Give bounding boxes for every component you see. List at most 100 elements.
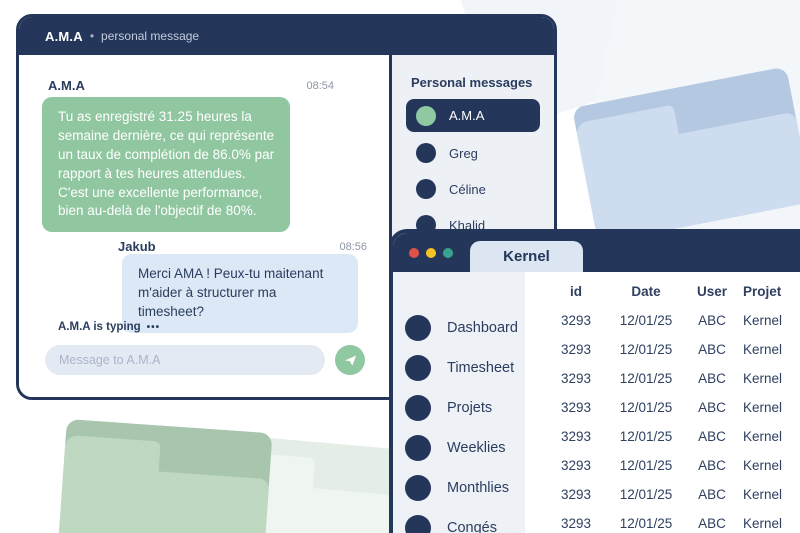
avatar: [416, 105, 436, 126]
cell-date: 12/01/25: [619, 429, 673, 444]
table-row[interactable]: 3293 12/01/25 ABC Kernel: [525, 364, 800, 393]
message-bubble: Merci AMA ! Peux-tu maitenant m'aider à …: [122, 254, 358, 333]
kernel-window: Kernel Dashboard Timesheet Projets Weekl…: [389, 229, 800, 533]
cell-date: 12/01/25: [619, 458, 673, 473]
avatar: [416, 143, 436, 163]
cell-projet: Kernel: [743, 458, 783, 473]
nav-bullet-icon: [405, 315, 431, 341]
cell-user: ABC: [698, 371, 726, 386]
cell-user: ABC: [698, 516, 726, 531]
cell-date: 12/01/25: [619, 487, 673, 502]
message-bubble: Tu as enregistré 31.25 heures la semaine…: [42, 97, 291, 233]
chat-title-separator: •: [89, 29, 95, 43]
conversation-pane: A.M.A 08:54 Tu as enregistré 31.25 heure…: [19, 55, 389, 397]
message-sender: A.M.A: [48, 78, 85, 93]
typing-dots-icon: •••: [146, 321, 161, 333]
sidebar-item-label: Monthlies: [447, 480, 510, 496]
nav-bullet-icon: [405, 395, 431, 421]
contact-name: Khalid: [449, 217, 486, 233]
table-row[interactable]: 3293 12/01/25 ABC Kernel: [525, 509, 800, 533]
nav-bullet-icon: [405, 355, 431, 381]
cell-projet: Kernel: [743, 371, 783, 386]
table-row[interactable]: 3293 12/01/25 ABC Kernel: [525, 480, 800, 509]
chat-window-titlebar[interactable]: A.M.A • personal message: [19, 17, 554, 55]
cell-id: 3293: [560, 313, 592, 328]
tab-kernel[interactable]: Kernel: [470, 241, 583, 272]
contact-name: A.M.A: [449, 108, 485, 123]
chat-title-app: A.M.A: [45, 28, 83, 44]
chat-window: A.M.A • personal message A.M.A 08:54 Tu …: [16, 14, 557, 400]
contact-item-greg[interactable]: Greg: [406, 138, 540, 168]
typing-indicator-text: A.M.A is typing: [58, 321, 141, 333]
cell-date: 12/01/25: [619, 516, 673, 531]
message-input-row: [45, 345, 365, 375]
cell-user: ABC: [698, 400, 726, 415]
table-row[interactable]: 3293 12/01/25 ABC Kernel: [525, 422, 800, 451]
cell-user: ABC: [698, 429, 726, 444]
sidebar-item-label: Dashboard: [447, 320, 518, 336]
contacts-panel-title: Personal messages: [411, 75, 533, 90]
cell-user: ABC: [698, 458, 726, 473]
table-row[interactable]: 3293 12/01/25 ABC Kernel: [525, 451, 800, 480]
minimize-icon[interactable]: [426, 247, 436, 258]
pane-divider: [389, 55, 392, 397]
table-header-cell: Date: [631, 284, 661, 299]
chat-title-context: personal message: [101, 29, 200, 43]
send-icon: [343, 353, 358, 368]
kernel-sidebar: Dashboard Timesheet Projets Weeklies Mon…: [393, 272, 525, 533]
sidebar-item[interactable]: Monthlies: [393, 474, 525, 502]
timesheet-table: id Date User Projet 3293 12/01/25 ABC Kerne…: [525, 272, 800, 533]
avatar: [416, 179, 436, 199]
contact-name: Greg: [449, 145, 478, 161]
cell-projet: Kernel: [743, 313, 783, 328]
sidebar-item[interactable]: Congés: [393, 514, 525, 533]
table-header-cell: Projet: [743, 284, 782, 299]
kernel-window-titlebar[interactable]: Kernel: [393, 233, 800, 272]
cell-id: 3293: [560, 400, 592, 415]
cell-projet: Kernel: [743, 429, 783, 444]
contact-name: Céline: [449, 181, 486, 197]
cell-projet: Kernel: [743, 342, 783, 357]
message-timestamp: 08:54: [306, 80, 334, 92]
cell-id: 3293: [560, 458, 592, 473]
nav-bullet-icon: [405, 515, 431, 533]
cell-projet: Kernel: [743, 487, 783, 502]
contact-item-ama[interactable]: A.M.A: [406, 99, 540, 132]
folder-shape-green: [55, 419, 273, 533]
nav-bullet-icon: [405, 475, 431, 501]
contact-item-celine[interactable]: Céline: [406, 174, 540, 204]
cell-id: 3293: [560, 516, 592, 531]
sidebar-item-label: Projets: [447, 400, 493, 416]
cell-date: 12/01/25: [619, 371, 673, 386]
message-sender: Jakub: [118, 239, 156, 254]
table-row[interactable]: 3293 12/01/25 ABC Kernel: [525, 335, 800, 364]
cell-user: ABC: [698, 342, 726, 357]
table-row[interactable]: 3293 12/01/25 ABC Kernel: [525, 393, 800, 422]
table-row[interactable]: 3293 12/01/25 ABC Kernel: [525, 306, 800, 335]
table-rows: 3293 12/01/25 ABC Kernel 3293 12/01/25 A…: [525, 306, 800, 533]
sidebar-item-label: Timesheet: [447, 360, 515, 376]
cell-user: ABC: [698, 313, 726, 328]
traffic-lights: [409, 247, 453, 258]
message-timestamp: 08:56: [339, 241, 367, 253]
table-header-cell: User: [696, 284, 728, 299]
cell-projet: Kernel: [743, 400, 783, 415]
cell-date: 12/01/25: [619, 400, 673, 415]
sidebar-item-label: Congés: [447, 520, 497, 533]
sidebar-item[interactable]: Dashboard: [393, 314, 525, 342]
message-input[interactable]: [45, 345, 325, 375]
send-button[interactable]: [335, 345, 365, 375]
cell-id: 3293: [560, 342, 592, 357]
cell-projet: Kernel: [743, 516, 783, 531]
sidebar-item[interactable]: Timesheet: [393, 354, 525, 382]
kernel-body: Dashboard Timesheet Projets Weeklies Mon…: [393, 272, 800, 533]
sidebar-item[interactable]: Projets: [393, 394, 525, 422]
table-header-row: id Date User Projet: [525, 277, 800, 306]
sidebar-item[interactable]: Weeklies: [393, 434, 525, 462]
sidebar-item-label: Weeklies: [447, 440, 506, 456]
maximize-icon[interactable]: [443, 247, 453, 258]
close-icon[interactable]: [409, 247, 419, 258]
typing-indicator: A.M.A is typing •••: [58, 321, 160, 333]
cell-id: 3293: [560, 487, 592, 502]
